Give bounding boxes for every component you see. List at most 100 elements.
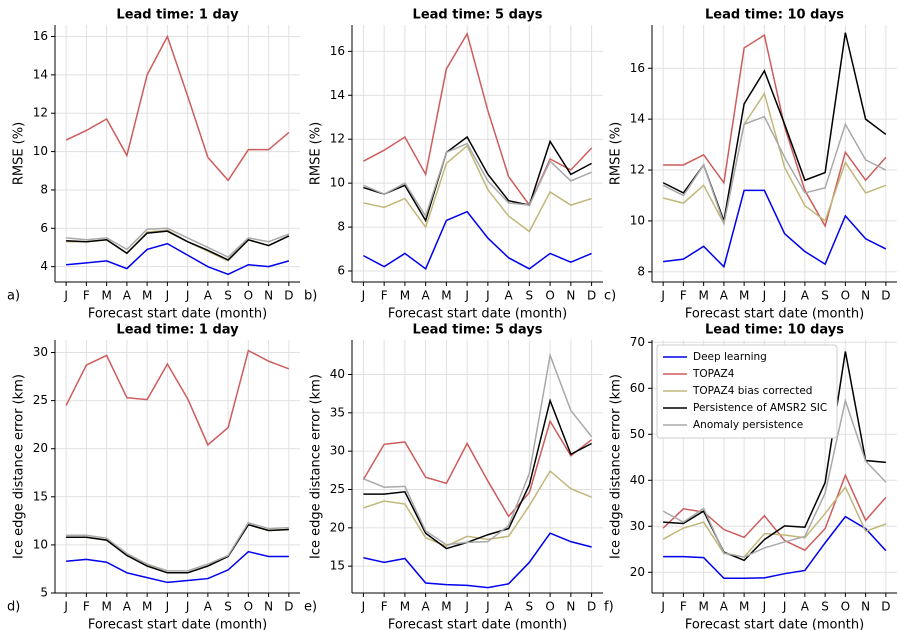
line [662, 91, 887, 226]
line [662, 397, 887, 558]
y-tick-label: 15 [330, 559, 345, 573]
y-tick-label: 30 [630, 519, 645, 533]
y-tick-label: 10 [330, 176, 345, 190]
y-tick-label: 25 [330, 482, 345, 496]
y-tick-label: 14 [630, 112, 645, 126]
x-tick-label: M [142, 600, 152, 614]
panel-label: f) [604, 600, 614, 615]
x-tick-label: A [422, 289, 431, 303]
x-tick-label: N [566, 289, 575, 303]
legend-label: Deep learning [693, 351, 767, 363]
x-tick-label: M [441, 289, 451, 303]
line [363, 398, 592, 550]
x-tick-label: J [63, 289, 68, 303]
y-tick-label: 10 [33, 537, 48, 551]
line [66, 523, 289, 574]
x-tick-label: J [63, 600, 68, 614]
legend-box [656, 344, 838, 439]
x-tick-label: A [801, 600, 810, 614]
x-tick-label: A [123, 600, 132, 614]
x-tick-label: N [264, 600, 273, 614]
line [363, 352, 593, 546]
x-tick-label: D [587, 600, 596, 614]
y-tick-label: 14 [33, 67, 48, 81]
x-tick-label: A [505, 289, 514, 303]
line [663, 351, 886, 562]
line [66, 550, 289, 584]
y-tick-label: 30 [330, 444, 345, 458]
x-tick-label: J [464, 600, 469, 614]
x-tick-label: A [123, 289, 132, 303]
y-tick-label: 25 [33, 393, 48, 407]
x-tick-label: J [185, 289, 190, 303]
x-tick-label: S [821, 600, 829, 614]
legend-label: Anomaly persistence [693, 419, 803, 431]
x-tick-label: J [660, 600, 665, 614]
panel-label: e) [304, 600, 317, 615]
y-axis-label: RMSE (%) [12, 122, 27, 185]
x-tick-label: N [264, 289, 273, 303]
line [662, 115, 887, 227]
x-tick-label: A [720, 600, 729, 614]
x-tick-label: J [762, 600, 767, 614]
y-tick-label: 15 [33, 489, 48, 503]
x-tick-label: M [101, 600, 111, 614]
y-tick-label: 16 [630, 61, 645, 75]
legend: Deep learning TOPAZ4 TOPAZ4 bias corrected… [656, 344, 838, 439]
x-tick-label: M [101, 289, 111, 303]
legend-label: TOPAZ4 [692, 368, 735, 380]
y-tick-label: 60 [630, 381, 645, 395]
legend-label: Persistence of AMSR2 SIC [693, 402, 827, 414]
y-axis-label: Ice edge distance error (km) [12, 374, 27, 559]
x-tick-label: A [720, 289, 729, 303]
x-axis-label: Forecast start date (month) [685, 618, 864, 630]
line [363, 469, 592, 548]
x-tick-label: J [165, 600, 170, 614]
x-tick-label: O [545, 289, 554, 303]
x-tick-label: J [165, 289, 170, 303]
x-tick-label: J [185, 600, 190, 614]
x-axis-label: Forecast start date (month) [88, 307, 267, 322]
x-tick-label: O [244, 289, 253, 303]
x-tick-label: A [801, 289, 810, 303]
x-tick-label: A [204, 289, 213, 303]
line [65, 34, 290, 182]
x-tick-label: M [739, 600, 749, 614]
y-tick-label: 20 [330, 520, 345, 534]
x-tick-label: J [485, 600, 490, 614]
line [66, 230, 290, 261]
x-tick-label: F [381, 289, 388, 303]
x-tick-label: A [204, 600, 213, 614]
line [66, 521, 289, 572]
y-tick-label: 8 [637, 264, 645, 278]
y-axis-label: Ice edge distance error (km) [609, 374, 624, 559]
line [363, 142, 592, 218]
x-tick-label: J [361, 289, 366, 303]
x-tick-label: J [782, 600, 787, 614]
y-tick-label: 8 [337, 220, 345, 234]
panel-label: c) [604, 289, 616, 304]
y-tick-label: 70 [630, 335, 645, 349]
x-tick-label: A [422, 600, 431, 614]
line [663, 189, 887, 269]
x-axis-label: Forecast start date (month) [685, 307, 864, 322]
y-tick-label: 16 [330, 44, 345, 58]
x-tick-label: M [400, 600, 410, 614]
x-tick-label: D [881, 600, 890, 614]
line [663, 515, 887, 580]
panel-label: b) [304, 289, 317, 304]
x-tick-label: D [881, 289, 890, 303]
line [66, 523, 289, 574]
x-tick-label: S [224, 600, 232, 614]
legend-label: TOPAZ4 bias corrected [692, 385, 812, 397]
x-tick-label: N [861, 600, 870, 614]
y-tick-label: 35 [330, 405, 345, 419]
line [662, 32, 887, 224]
y-tick-label: 5 [40, 586, 48, 600]
x-tick-label: A [505, 600, 514, 614]
y-tick-label: 20 [630, 565, 645, 579]
panel-title: Lead time: 10 days [705, 8, 844, 23]
x-tick-label: D [284, 289, 293, 303]
line [363, 144, 592, 233]
